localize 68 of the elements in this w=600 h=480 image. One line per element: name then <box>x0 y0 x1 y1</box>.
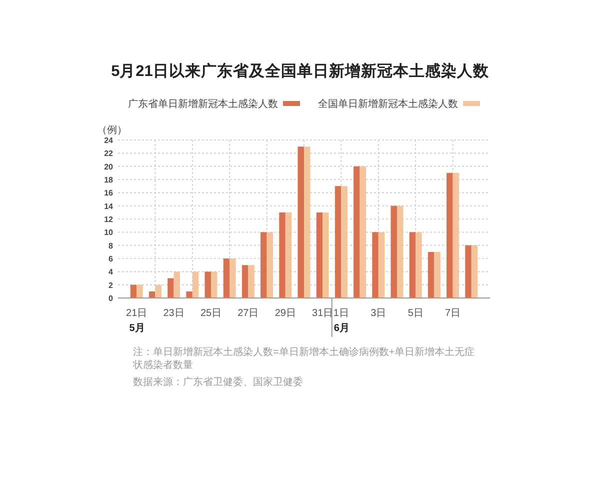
bar <box>465 245 472 298</box>
y-tick-label: 0 <box>108 294 114 303</box>
bar <box>260 232 267 298</box>
bar <box>168 278 174 298</box>
y-axis-title: （例） <box>97 125 127 136</box>
text: 注：单日新增新冠本土感染人数=单日新增本土确诊病例数+单日新增本土无症状感染者数量 <box>133 346 476 372</box>
y-tick-label: 16 <box>104 188 114 198</box>
bar <box>428 252 434 298</box>
bar <box>279 212 286 298</box>
bar <box>223 258 230 298</box>
bar <box>136 284 143 298</box>
y-tick-label: 18 <box>104 176 114 184</box>
x-tick-label: 21日 <box>126 308 148 319</box>
y-tick-label: 22 <box>104 149 114 158</box>
bar <box>378 232 385 298</box>
x-tick-label: 29日 <box>274 308 296 319</box>
bar <box>446 172 453 298</box>
bar <box>316 212 323 298</box>
y-tick-label: 14 <box>104 202 114 211</box>
bar <box>266 232 274 298</box>
bar <box>334 186 342 298</box>
legend-label: 全国单日新增新冠本土感染人数 <box>318 98 458 110</box>
source-note: 数据来源：广东省卫健委、国家卫健委 <box>133 376 304 389</box>
bar <box>304 146 310 298</box>
y-tick-label: 20 <box>104 162 114 172</box>
bar <box>322 212 329 298</box>
x-tick-label: 1日 <box>333 308 349 319</box>
bar <box>155 284 162 298</box>
bar <box>174 272 180 298</box>
x-tick-label: 25日 <box>200 308 222 319</box>
x-tick-label: 27日 <box>238 308 259 319</box>
text: 6月 <box>334 323 350 334</box>
y-tick-label: 24 <box>104 136 114 145</box>
legend-label: 广东省单日新增新冠本土感染人数 <box>128 98 278 110</box>
x-tick-label: 5日 <box>408 308 424 319</box>
y-tick-label: 10 <box>104 228 114 238</box>
bar <box>341 186 348 298</box>
bar <box>192 272 199 298</box>
x-tick-label: 7日 <box>445 308 461 319</box>
text: 5月 <box>129 323 145 334</box>
x-tick-label: 23日 <box>163 308 184 319</box>
bar <box>242 265 248 298</box>
x-tick-label: 31日 <box>312 308 334 319</box>
bar <box>248 265 254 298</box>
bar <box>354 166 360 298</box>
bar <box>130 284 137 298</box>
bar <box>372 232 378 298</box>
x-tick-label: 3日 <box>370 308 386 319</box>
bar <box>298 146 304 298</box>
chart-title: 5月21日以来广东省及全国单日新增新冠本土感染人数 <box>111 62 490 80</box>
y-tick-label: 4 <box>108 268 114 277</box>
y-tick-label: 6 <box>108 254 114 264</box>
bar <box>285 212 292 298</box>
y-tick-label: 12 <box>104 215 114 224</box>
bar <box>471 245 478 298</box>
y-tick-label: 2 <box>108 280 114 290</box>
y-tick-label: 8 <box>108 241 114 250</box>
bar <box>409 232 416 298</box>
bar <box>434 252 440 298</box>
bar <box>230 258 236 298</box>
bar <box>186 291 192 298</box>
bar <box>416 232 422 298</box>
bar <box>204 272 211 298</box>
bar <box>397 206 404 298</box>
bar <box>211 272 218 298</box>
bar <box>360 166 366 298</box>
bar <box>390 206 397 298</box>
bar <box>452 172 460 298</box>
